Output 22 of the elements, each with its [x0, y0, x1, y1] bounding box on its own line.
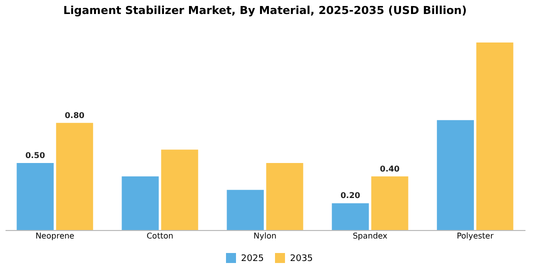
- bar: [476, 42, 514, 230]
- x-tick-label: Nylon: [254, 232, 276, 240]
- data-label: 0.50: [25, 151, 46, 160]
- x-tick-label: Cotton: [146, 232, 174, 240]
- bar: [226, 190, 264, 230]
- data-label: 0.20: [340, 191, 361, 200]
- x-tick-label: Spandex: [352, 232, 388, 240]
- bar: [56, 122, 94, 230]
- bar: [436, 120, 474, 230]
- bar: [332, 203, 369, 230]
- bar: [122, 176, 159, 230]
- data-label: 0.40: [380, 164, 400, 174]
- bar: [266, 163, 304, 230]
- chart-title: Ligament Stabilizer Market, By Material, 2025-2035 (USD Billion): [63, 4, 467, 17]
- x-tick-label: Polyester: [456, 232, 494, 240]
- bar: [161, 150, 198, 230]
- bar: [16, 163, 54, 230]
- data-label: 0.80: [64, 110, 85, 120]
- x-tick-label: Neoprene: [35, 232, 74, 240]
- legend-label: 2035: [290, 254, 313, 264]
- legend-label: 2025: [241, 254, 264, 264]
- bar: [371, 176, 408, 230]
